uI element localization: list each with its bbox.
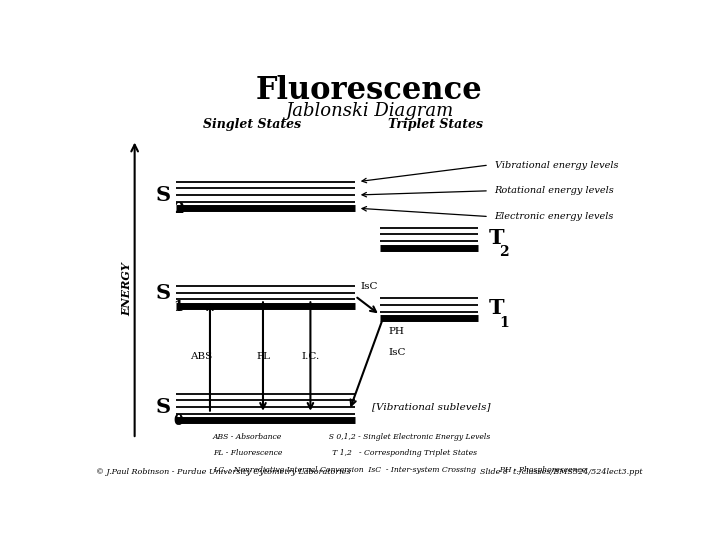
Text: ABS - Absorbance                    S 0,1,2 - Singlet Electronic Energy Levels: ABS - Absorbance S 0,1,2 - Singlet Elect… (213, 433, 491, 441)
Text: ABS: ABS (191, 352, 212, 361)
Text: IsC: IsC (389, 348, 406, 356)
Text: FL - Fluorescence                     T 1,2   - Corresponding Triplet States: FL - Fluorescence T 1,2 - Corresponding … (213, 449, 477, 457)
Text: S: S (156, 282, 171, 302)
Text: IsC: IsC (361, 282, 378, 291)
Text: S: S (156, 185, 171, 205)
Text: Singlet States: Singlet States (203, 118, 301, 131)
Text: Jablonski Diagram: Jablonski Diagram (285, 102, 453, 120)
Text: 0: 0 (174, 415, 184, 428)
Text: 1: 1 (499, 316, 509, 330)
Text: PH: PH (389, 327, 405, 336)
Text: [Vibrational sublevels]: [Vibrational sublevels] (372, 402, 490, 411)
Text: Vibrational energy levels: Vibrational energy levels (495, 160, 618, 170)
Text: Slide 6  t:/classes/BMS524/524lect3.ppt: Slide 6 t:/classes/BMS524/524lect3.ppt (480, 468, 642, 476)
Text: S: S (156, 397, 171, 417)
Text: T: T (489, 228, 505, 248)
Text: Electronic energy levels: Electronic energy levels (495, 212, 614, 221)
Text: © J.Paul Robinson - Purdue University Cytometry Laboratories: © J.Paul Robinson - Purdue University Cy… (96, 468, 350, 476)
Text: Fluorescence: Fluorescence (256, 75, 482, 106)
Text: I.C. - Nonradiative Internal Conversion  IsC  - Inter-system Crossing          P: I.C. - Nonradiative Internal Conversion … (213, 466, 586, 474)
Text: 1: 1 (174, 300, 184, 314)
Text: Rotational energy levels: Rotational energy levels (495, 186, 614, 195)
Text: ENERGY: ENERGY (121, 262, 132, 316)
Text: I.C.: I.C. (301, 352, 320, 361)
Text: 2: 2 (174, 202, 184, 217)
Text: 2: 2 (499, 245, 508, 259)
Text: T: T (489, 299, 505, 319)
Text: FL: FL (256, 352, 270, 361)
Text: Triplet States: Triplet States (389, 118, 483, 131)
